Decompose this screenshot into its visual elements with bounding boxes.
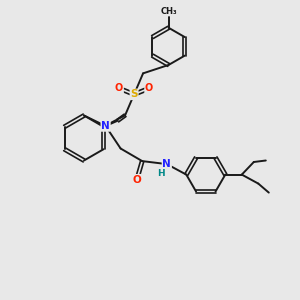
Text: O: O <box>145 83 153 93</box>
Text: O: O <box>132 175 141 185</box>
Text: N: N <box>101 121 110 131</box>
Text: N: N <box>162 159 171 169</box>
Text: O: O <box>115 83 123 93</box>
Text: S: S <box>130 89 138 99</box>
Text: CH₃: CH₃ <box>160 7 177 16</box>
Text: H: H <box>158 169 165 178</box>
